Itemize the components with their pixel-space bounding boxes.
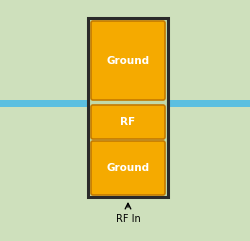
Bar — [0, 100, 250, 107]
FancyBboxPatch shape — [91, 21, 165, 100]
Text: RF In: RF In — [116, 214, 140, 224]
Text: RF: RF — [120, 117, 136, 127]
Bar — [88, 18, 168, 197]
Text: Ground: Ground — [106, 55, 150, 66]
FancyBboxPatch shape — [91, 105, 165, 139]
Text: Ground: Ground — [106, 163, 150, 173]
FancyBboxPatch shape — [91, 141, 165, 195]
